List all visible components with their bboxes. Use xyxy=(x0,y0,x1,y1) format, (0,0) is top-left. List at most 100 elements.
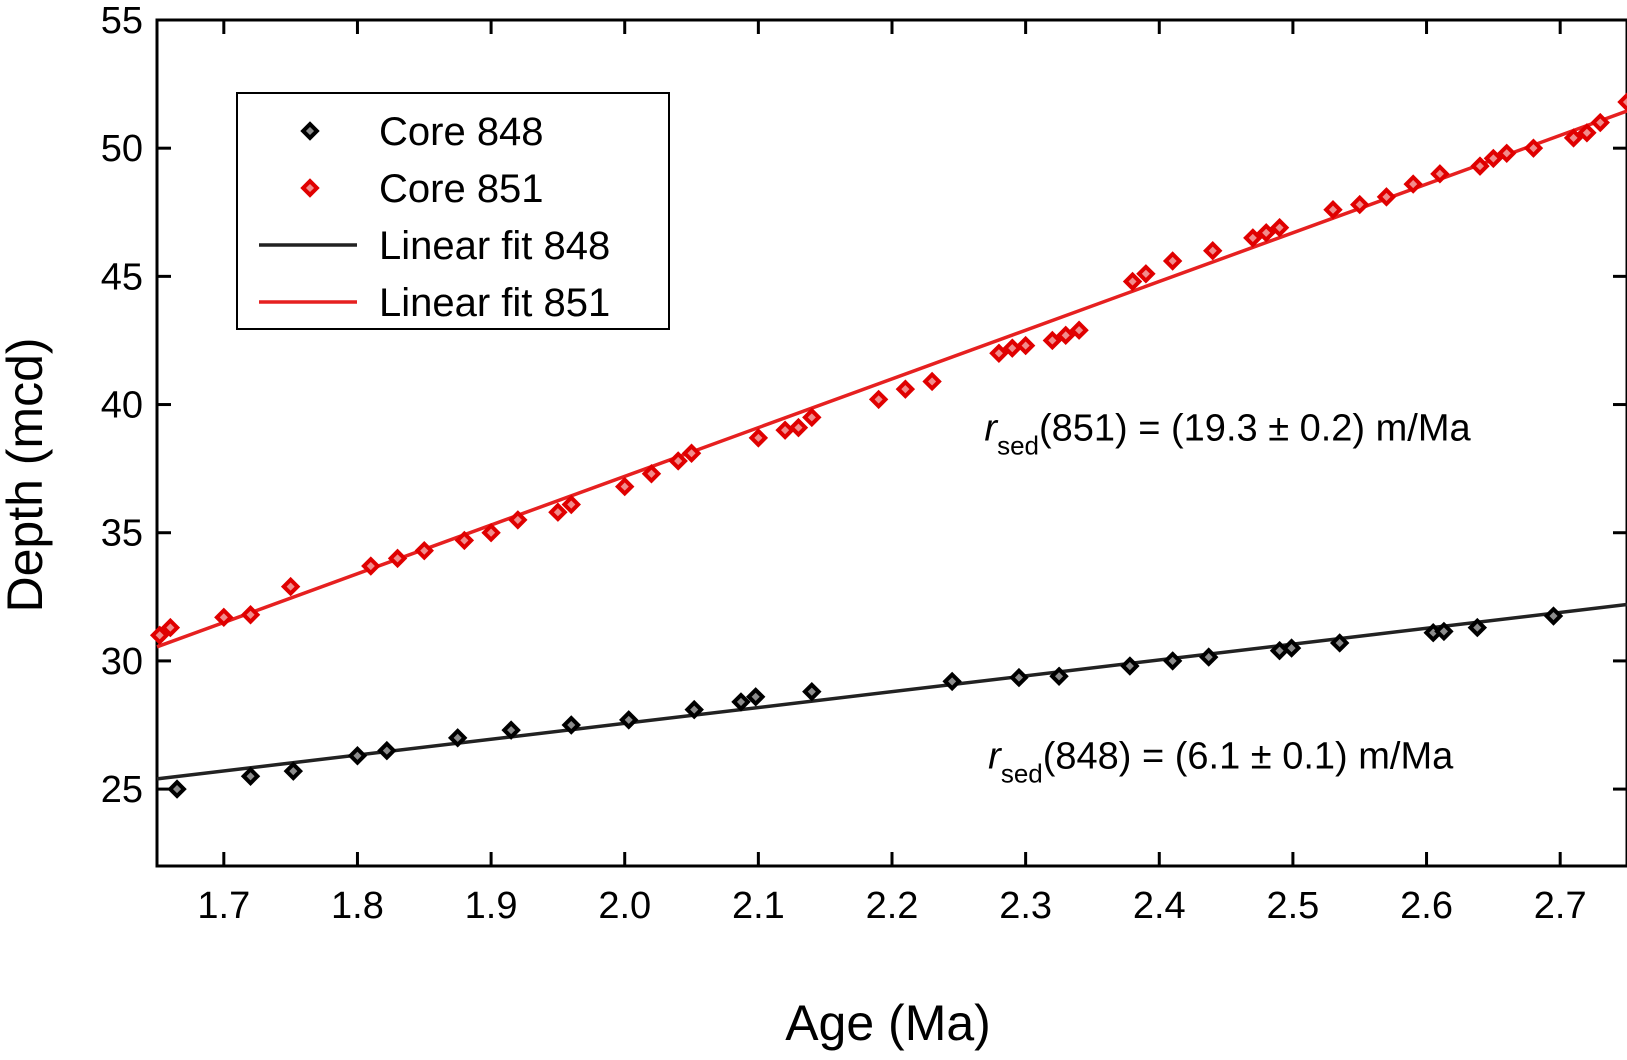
marker-inner xyxy=(1021,341,1030,350)
core-848-point xyxy=(802,681,822,702)
core-851-point xyxy=(1577,123,1597,143)
core-851-point xyxy=(414,540,434,561)
core-851-point xyxy=(548,502,568,522)
core-851-point xyxy=(802,407,822,428)
marker-inner xyxy=(286,582,295,591)
marker-inner xyxy=(901,385,910,394)
marker-inner xyxy=(674,456,683,465)
core-851-point xyxy=(1015,335,1036,356)
annotation-subscript: sed xyxy=(997,430,1039,460)
core-848-point xyxy=(942,671,962,692)
marker-inner xyxy=(460,536,469,545)
core-851-point xyxy=(1122,271,1143,292)
core-851-point xyxy=(387,548,408,569)
marker-inner xyxy=(807,413,816,422)
marker-inner xyxy=(620,482,629,491)
marker-inner xyxy=(1435,169,1444,178)
marker-inner xyxy=(1582,128,1591,137)
marker-inner xyxy=(366,562,375,571)
core-848-point xyxy=(745,687,766,707)
marker-inner xyxy=(1075,326,1084,335)
linear-fit-848-line xyxy=(156,602,1627,781)
core-851-point xyxy=(561,494,581,515)
x-tick-label: 2.0 xyxy=(598,885,651,927)
core-848-point xyxy=(1120,656,1140,676)
core-851-point xyxy=(1162,251,1183,271)
marker-inner xyxy=(1489,154,1498,163)
core-848-point xyxy=(283,761,304,781)
core-851-point xyxy=(868,389,889,410)
marker-inner xyxy=(736,697,746,706)
legend-label-core-848: Core 848 xyxy=(379,110,544,154)
y-tick-label: 55 xyxy=(101,0,143,42)
marker-inner xyxy=(1048,336,1057,345)
core-851-point xyxy=(1136,264,1156,284)
legend-label-core-851: Core 851 xyxy=(379,167,544,211)
legend-label-linear-fit-848: Linear fit 848 xyxy=(379,224,610,268)
core-851-point xyxy=(1403,174,1423,194)
core-851-point xyxy=(1323,200,1343,220)
core-851-point xyxy=(240,605,261,625)
x-tick-label: 1.8 xyxy=(331,885,384,927)
core-851-point xyxy=(748,428,769,448)
marker-inner xyxy=(687,449,696,458)
marker-inner xyxy=(1335,638,1344,648)
y-tick-label: 45 xyxy=(101,256,143,298)
annotation-symbol: r xyxy=(988,736,1002,778)
marker-inner xyxy=(1008,344,1017,353)
marker-inner xyxy=(172,785,182,794)
core-848-point xyxy=(347,746,368,766)
core-848-point xyxy=(447,728,468,748)
core-848-point xyxy=(1162,651,1183,671)
marker-inner xyxy=(166,623,175,632)
x-tick-label: 2.5 xyxy=(1266,885,1319,927)
core-851-point xyxy=(1269,217,1290,238)
core-851-point xyxy=(895,379,916,399)
rate-annotation: rsed(851) = (19.3 ± 0.2) m/Ma xyxy=(984,407,1471,460)
y-tick-label: 40 xyxy=(101,385,143,427)
marker-inner xyxy=(1208,246,1217,255)
marker-inner xyxy=(1549,611,1558,621)
marker-inner xyxy=(567,720,576,730)
marker-inner xyxy=(1128,277,1137,286)
core-851-point xyxy=(1590,112,1610,133)
core-851-point xyxy=(1350,194,1370,215)
core-851-point xyxy=(681,443,702,463)
core-851-point xyxy=(615,476,635,497)
marker-inner xyxy=(1014,673,1024,682)
marker-inner xyxy=(1622,97,1627,107)
y-tick-label: 35 xyxy=(101,513,143,555)
core-848-point xyxy=(167,779,187,799)
marker-inner xyxy=(1409,180,1418,189)
marker-outer xyxy=(1617,92,1627,112)
marker-inner xyxy=(305,126,315,136)
marker-inner xyxy=(1248,233,1257,242)
marker-inner xyxy=(1204,653,1213,662)
x-tick-label: 2.6 xyxy=(1400,885,1453,927)
rate-annotation: rsed(848) = (6.1 ± 0.1) m/Ma xyxy=(988,736,1454,789)
core-851-point xyxy=(1203,241,1223,261)
marker-inner xyxy=(1061,331,1070,340)
marker-inner xyxy=(1275,223,1284,232)
legend: Core 848 Core 851 Linear fit 848 Linear fit… xyxy=(236,92,670,330)
marker-inner xyxy=(507,726,516,735)
core-851-point xyxy=(1497,143,1517,164)
core-851-point xyxy=(508,510,528,530)
marker-inner xyxy=(305,183,315,193)
core-848-point xyxy=(1434,621,1454,642)
annotation-text: (851) = (19.3 ± 0.2) m/Ma xyxy=(1039,407,1472,449)
marker-inner xyxy=(453,733,462,742)
marker-inner xyxy=(1168,656,1177,665)
marker-inner xyxy=(994,349,1003,358)
marker-inner xyxy=(1475,162,1485,171)
y-axis-title: Depth (mcd) xyxy=(0,337,53,612)
x-axis-title: Age (Ma) xyxy=(785,995,991,1051)
data-points-group xyxy=(149,92,1627,799)
core-848-point xyxy=(240,766,261,786)
x-tick-label: 2.2 xyxy=(866,885,919,927)
core-848-point xyxy=(731,692,751,712)
core-851-point xyxy=(788,417,809,438)
core-851-point xyxy=(1523,138,1544,158)
marker-inner xyxy=(1287,644,1296,653)
marker-inner xyxy=(246,772,255,781)
